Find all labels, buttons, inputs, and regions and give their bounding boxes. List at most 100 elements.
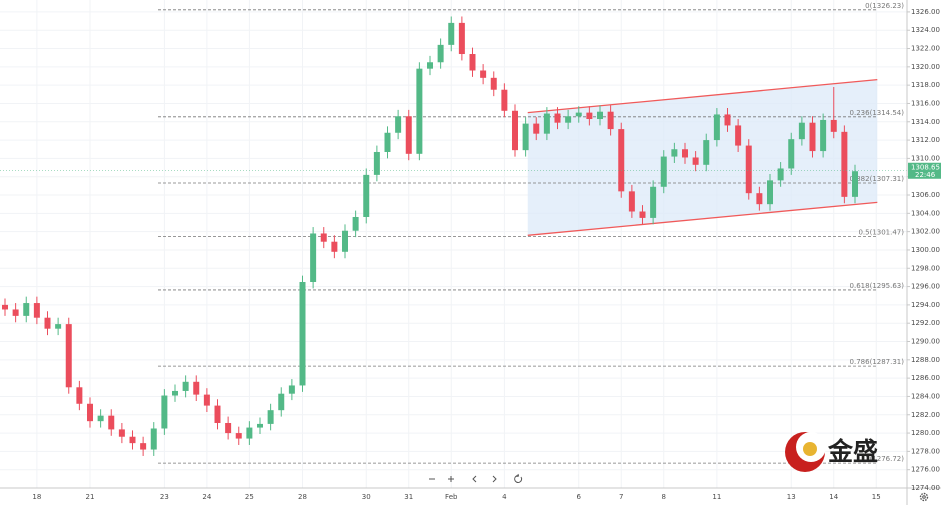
- y-tick-label: 1290.00: [911, 338, 940, 346]
- candle-body: [108, 415, 115, 430]
- y-tick-label: 1306.00: [911, 191, 940, 199]
- candle-body: [65, 324, 72, 388]
- x-tick-label: 13: [787, 493, 796, 501]
- x-tick-label: 4: [502, 493, 507, 501]
- settings-button[interactable]: [919, 492, 929, 502]
- candle-body: [777, 168, 784, 181]
- candle-body: [543, 113, 550, 134]
- x-tick-label: 7: [619, 493, 623, 501]
- candle-body: [352, 216, 359, 231]
- nav-buttons[interactable]: [429, 473, 523, 483]
- x-tick-label: 18: [32, 493, 41, 501]
- y-tick-label: 1312.00: [911, 136, 940, 144]
- candle-body: [798, 122, 805, 140]
- y-tick-label: 1280.00: [911, 429, 940, 437]
- y-tick-label: 1298.00: [911, 264, 940, 272]
- candle-body: [597, 111, 603, 120]
- candle-body: [820, 119, 827, 152]
- candle-body: [448, 22, 455, 45]
- candle-body: [12, 309, 19, 316]
- candle-body: [618, 129, 625, 192]
- countdown-label: 22:46: [915, 171, 936, 179]
- candle-body: [310, 233, 317, 282]
- candle-body: [55, 324, 62, 329]
- candle-body: [639, 211, 646, 218]
- x-tick-label: 25: [245, 493, 254, 501]
- scroll-right-button[interactable]: [492, 475, 497, 483]
- candle-body: [342, 230, 348, 252]
- candle-body: [671, 149, 678, 157]
- candle-body: [299, 281, 306, 386]
- candle-body: [33, 303, 40, 318]
- y-tick-label: 1326.00: [911, 8, 940, 16]
- candle-body: [214, 405, 221, 423]
- candle-body: [320, 233, 327, 242]
- fib-label: 1(1276.72): [865, 455, 904, 463]
- candle-body: [23, 303, 30, 316]
- candle-body: [682, 149, 688, 158]
- candle-body: [841, 131, 848, 197]
- channel-area: [527, 79, 878, 236]
- fib-label: 0.236(1314.54): [850, 109, 905, 117]
- candle-body: [182, 381, 189, 391]
- y-tick-label: 1288.00: [911, 356, 940, 364]
- candle-body: [660, 156, 667, 187]
- candle-body: [87, 403, 93, 422]
- candle-body: [161, 395, 168, 429]
- y-tick-label: 1320.00: [911, 63, 940, 71]
- candle-body: [76, 387, 83, 404]
- channel-lower: [527, 201, 878, 236]
- gear-hub[interactable]: [922, 495, 926, 499]
- candle-body: [522, 123, 529, 151]
- last-price-tag: [908, 162, 941, 179]
- y-tick-label: 1314.00: [911, 118, 940, 126]
- candle-body: [767, 180, 773, 205]
- reset-button[interactable]: [514, 473, 523, 483]
- y-tick-label: 1316.00: [911, 99, 940, 107]
- x-tick-label: 6: [577, 493, 582, 501]
- candle-body: [745, 145, 752, 194]
- y-tick-label: 1274.00: [911, 484, 940, 492]
- candle-body: [480, 70, 487, 78]
- candle-body: [150, 428, 157, 450]
- candle-body: [172, 390, 178, 396]
- logo: 金盛: [785, 432, 878, 472]
- y-tick-label: 1286.00: [911, 374, 940, 382]
- plot: 0(1326.23) 0.236(1314.54) 0.382(1307.31) 0.…: [0, 2, 907, 464]
- candle-body: [235, 433, 242, 439]
- candle-body: [724, 114, 731, 126]
- candle-body: [490, 77, 497, 90]
- candle-body: [628, 191, 635, 212]
- y-tick-label: 1292.00: [911, 319, 940, 327]
- zoom-in-button[interactable]: [448, 476, 454, 482]
- candle-body: [129, 436, 136, 444]
- candle-body: [692, 157, 699, 165]
- x-tick-label: 24: [202, 493, 211, 501]
- x-tick-label: 8: [662, 493, 666, 501]
- gear[interactable]: [919, 492, 929, 502]
- candle-body: [565, 116, 572, 123]
- scroll-left-button[interactable]: [472, 475, 477, 483]
- candle-body: [118, 429, 125, 437]
- y-tick-label: 1278.00: [911, 447, 940, 455]
- fib-label: 0(1326.23): [865, 2, 904, 10]
- x-tick-label: 23: [160, 493, 169, 501]
- x-tick-label: Feb: [445, 493, 458, 501]
- y-tick-label: 1318.00: [911, 81, 940, 89]
- candle-body: [427, 62, 433, 69]
- x-tick-label: 28: [298, 493, 307, 501]
- candle-body: [331, 241, 338, 252]
- candle-body: [416, 68, 423, 154]
- candle-body: [405, 116, 412, 154]
- candle-body: [257, 423, 263, 428]
- x-tick-label: 31: [404, 493, 413, 501]
- candle-body: [395, 116, 402, 133]
- candle-body: [458, 22, 465, 55]
- candle-body: [2, 304, 8, 310]
- candle-body: [830, 119, 837, 132]
- candle-body: [586, 112, 593, 120]
- candle-body: [44, 317, 51, 329]
- y-tick-label: 1304.00: [911, 209, 940, 217]
- last-price-label: 1308.65: [911, 163, 940, 171]
